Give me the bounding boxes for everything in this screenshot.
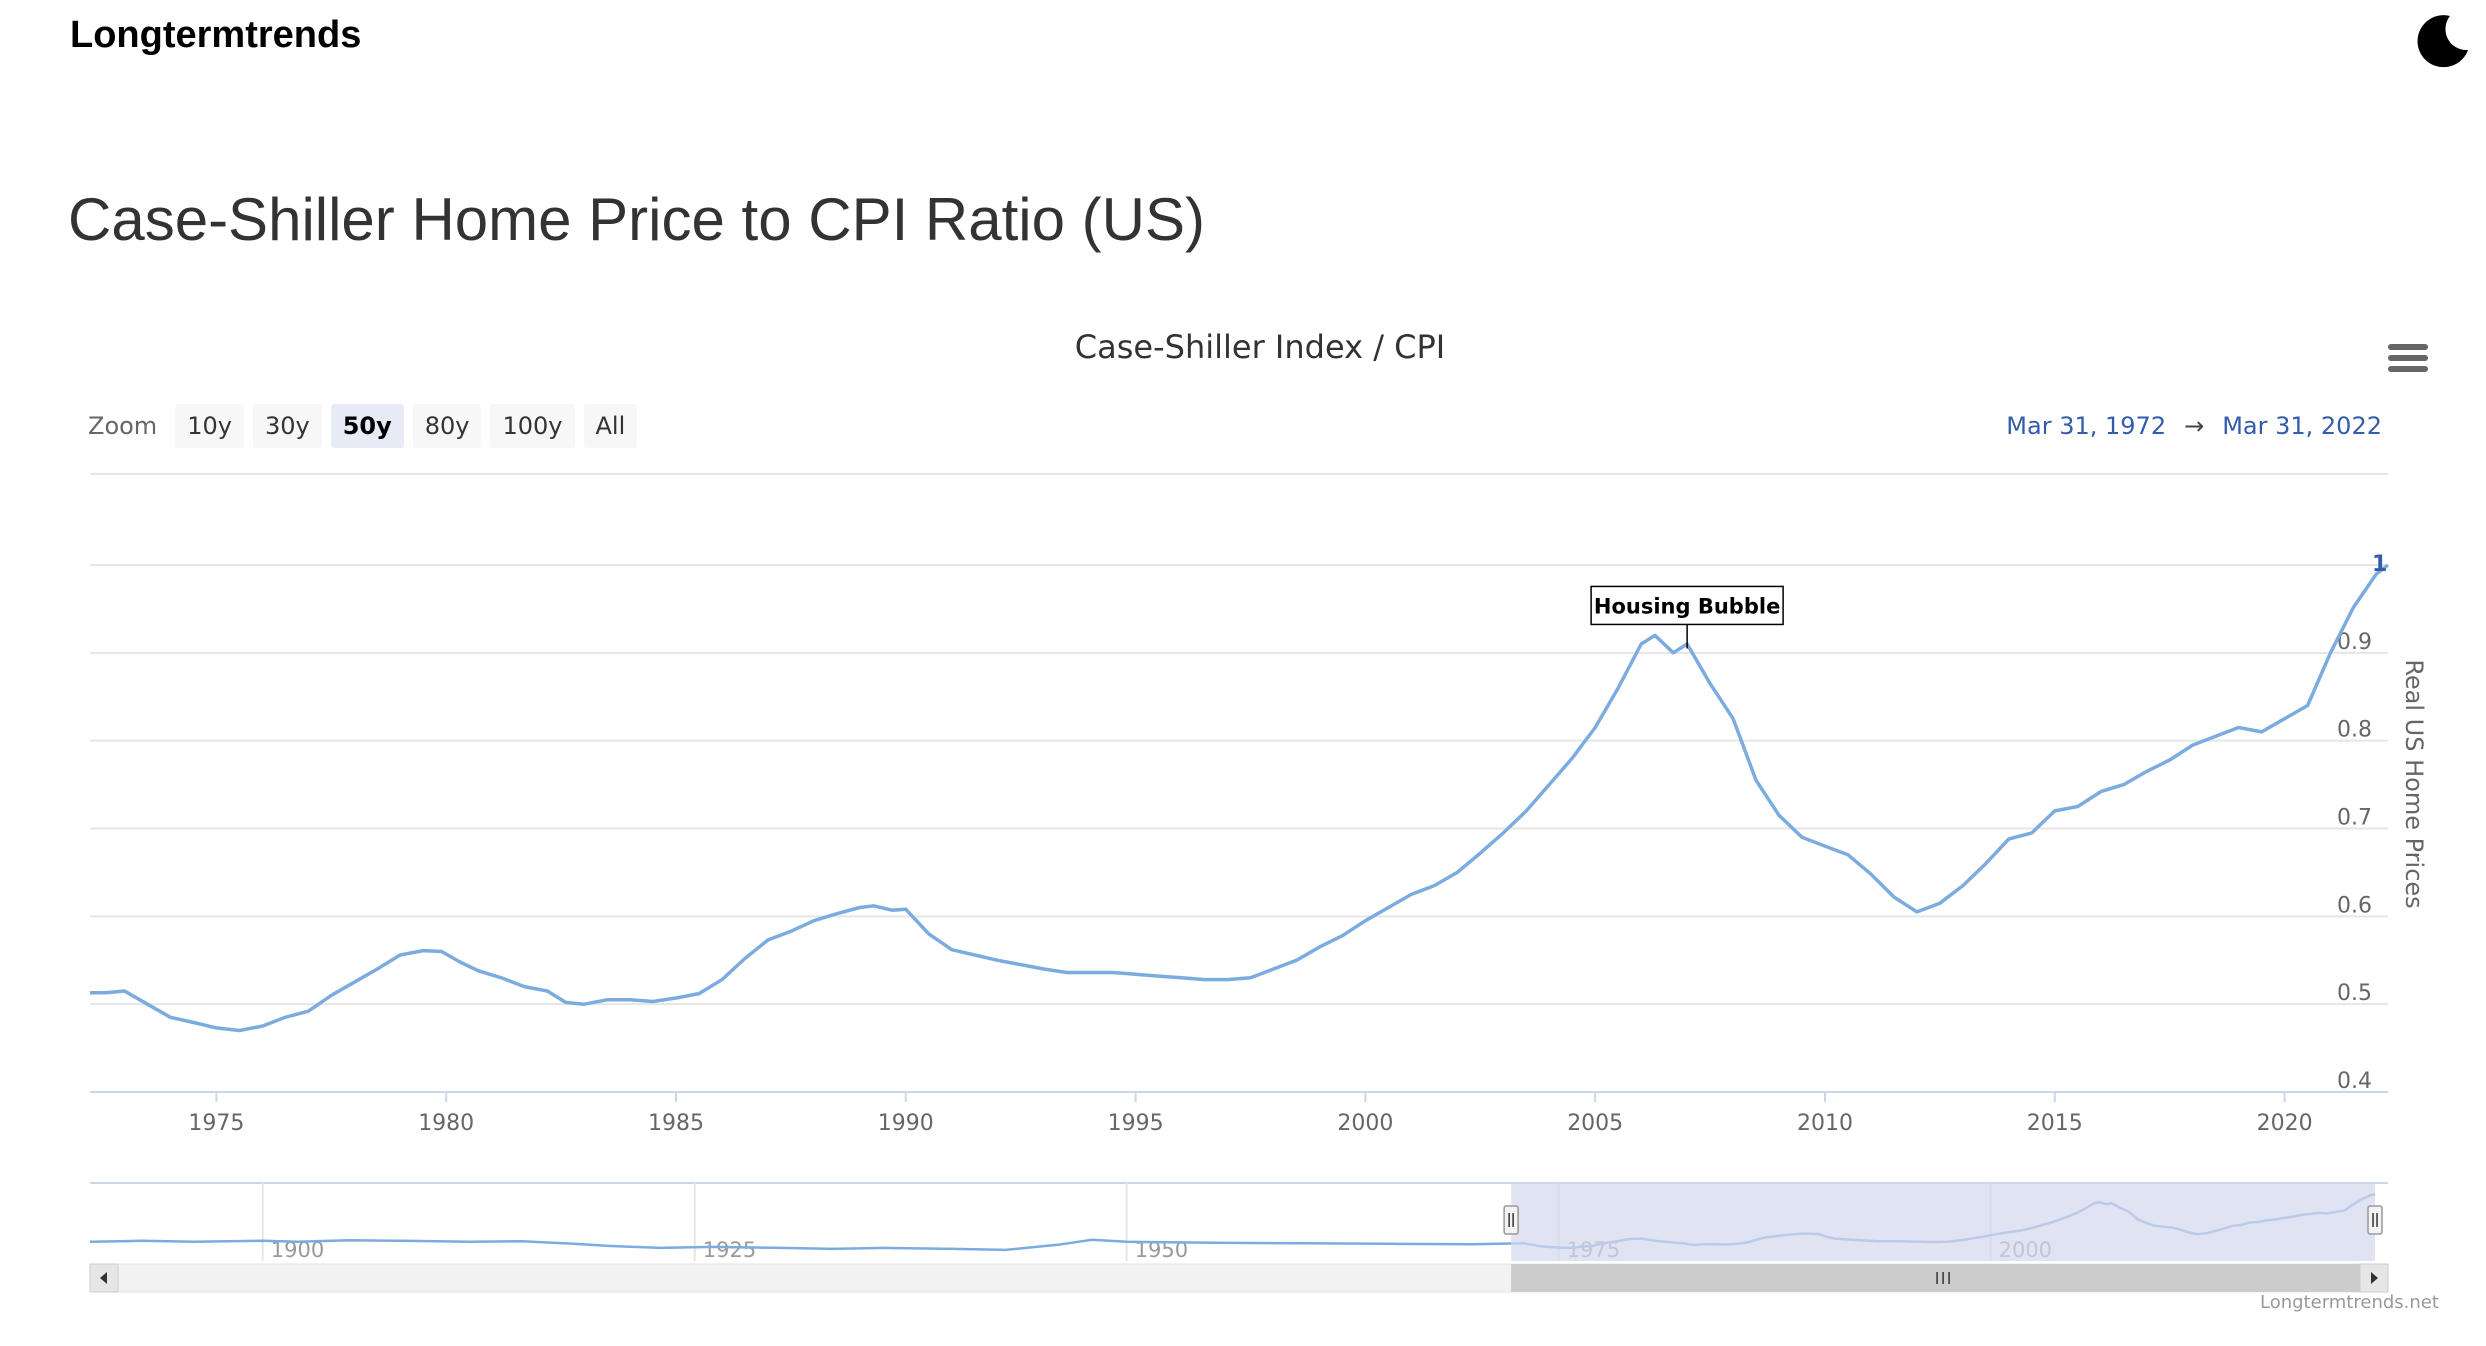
zoom-button-50y[interactable]: 50y [330, 404, 404, 448]
y-tick-label: 0.8 [2337, 718, 2372, 743]
moon-icon[interactable] [2412, 10, 2472, 70]
x-tick-label: 1975 [188, 1111, 244, 1136]
x-tick-label: 2020 [2257, 1111, 2313, 1136]
navigator-tick-label: 1950 [1135, 1238, 1188, 1262]
y-tick-label: 0.5 [2337, 981, 2372, 1006]
x-tick-label: 1985 [648, 1111, 704, 1136]
credits-link[interactable]: Longtermtrends.net [2260, 1292, 2439, 1313]
y-tick-label: 0.9 [2337, 630, 2372, 655]
navigator-tick-label: 1975 [1567, 1238, 1620, 1262]
scrollbar-thumb[interactable] [1511, 1264, 2376, 1292]
x-tick-label: 2015 [2027, 1111, 2083, 1136]
zoom-selector: Zoom 10y 30y 50y 80y 100y All [88, 403, 646, 449]
y-tick-label: 0.4 [2337, 1069, 2372, 1094]
date-range: Mar 31, 1972 → Mar 31, 2022 [2006, 412, 2382, 440]
zoom-button-10y[interactable]: 10y [175, 404, 244, 448]
navigator-series [89, 1192, 2376, 1252]
range-to-date[interactable]: Mar 31, 2022 [2222, 412, 2382, 440]
y-tick-label: 0.7 [2337, 806, 2372, 831]
zoom-button-all[interactable]: All [583, 404, 638, 448]
annotation-text: Housing Bubble [1594, 594, 1780, 618]
zoom-button-80y[interactable]: 80y [412, 404, 482, 448]
navigator-tick-label: 1925 [703, 1238, 756, 1262]
zoom-button-30y[interactable]: 30y [252, 404, 322, 448]
y-axis-label: Real US Home Prices [2400, 659, 2428, 908]
zoom-button-100y[interactable]: 100y [490, 404, 575, 448]
hamburger-menu-icon[interactable] [2388, 344, 2428, 378]
y-tick-label: 0.6 [2337, 893, 2372, 918]
x-tick-label: 2000 [1337, 1111, 1393, 1136]
x-tick-label: 1995 [1108, 1111, 1164, 1136]
navigator-scrollbar[interactable] [89, 1263, 2389, 1293]
annotation-housing-bubble: Housing Bubble [1590, 585, 1784, 649]
x-tick-label: 2005 [1567, 1111, 1623, 1136]
navigator-tick-label: 1900 [271, 1238, 324, 1262]
site-brand[interactable]: Longtermtrends [70, 14, 362, 56]
x-tick-label: 1980 [418, 1111, 474, 1136]
navigator-background [90, 1183, 2388, 1261]
scroll-left-arrow-icon[interactable] [89, 1263, 119, 1293]
navigator-left-handle[interactable] [1503, 1205, 1519, 1235]
range-arrow-icon: → [2184, 412, 2205, 440]
navigator-right-handle[interactable] [2367, 1205, 2383, 1235]
page-title: Case-Shiller Home Price to CPI Ratio (US… [68, 186, 1205, 253]
x-tick-label: 2010 [1797, 1111, 1853, 1136]
scroll-right-arrow-icon[interactable] [2359, 1263, 2389, 1293]
navigator-selection[interactable] [1511, 1183, 2376, 1261]
x-tick-label: 1990 [878, 1111, 934, 1136]
series-line[interactable] [90, 563, 2390, 1033]
range-from-date[interactable]: Mar 31, 1972 [2006, 412, 2167, 440]
navigator-tick-label: 2000 [1999, 1238, 2052, 1262]
last-value-label: 1 [2372, 552, 2387, 577]
chart-title: Case-Shiller Index / CPI [1074, 328, 1446, 366]
zoom-label: Zoom [88, 412, 158, 440]
